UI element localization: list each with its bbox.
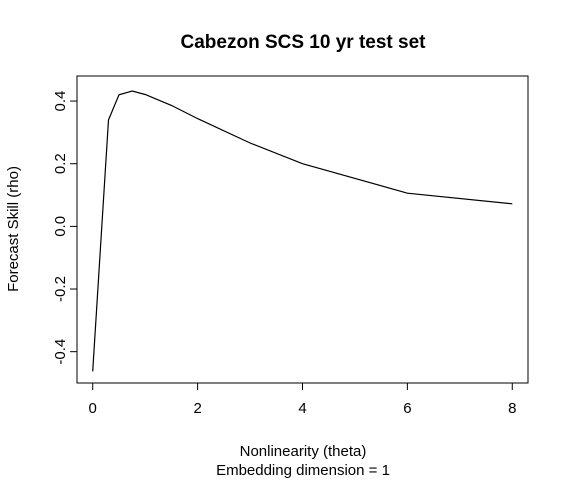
y-tick-label: -0.2 (52, 276, 69, 302)
x-tick-label: 2 (193, 400, 201, 417)
x-tick-label: 6 (403, 400, 411, 417)
series-layer (92, 90, 513, 372)
x-tick-label: 4 (298, 400, 306, 417)
y-tick-label: -0.4 (52, 339, 69, 365)
y-tick-label: 0.4 (52, 91, 69, 112)
x-axis: 0 2 4 6 8 (89, 382, 516, 417)
x-tick-label: 8 (508, 400, 516, 417)
y-tick-label: 0.2 (52, 153, 69, 174)
x-axis-label: Nonlinearity (theta) (240, 443, 367, 460)
plot-frame (76, 75, 529, 384)
x-tick-label: 0 (89, 400, 97, 417)
y-tick-label: 0.0 (52, 216, 69, 237)
chart-title: Cabezon SCS 10 yr test set (181, 32, 427, 53)
y-axis-label: Forecast Skill (rho) (5, 166, 22, 292)
x-axis-sublabel: Embedding dimension = 1 (216, 462, 390, 479)
series-line (92, 90, 513, 372)
y-axis: -0.4 -0.2 0.0 0.2 0.4 (52, 91, 78, 365)
